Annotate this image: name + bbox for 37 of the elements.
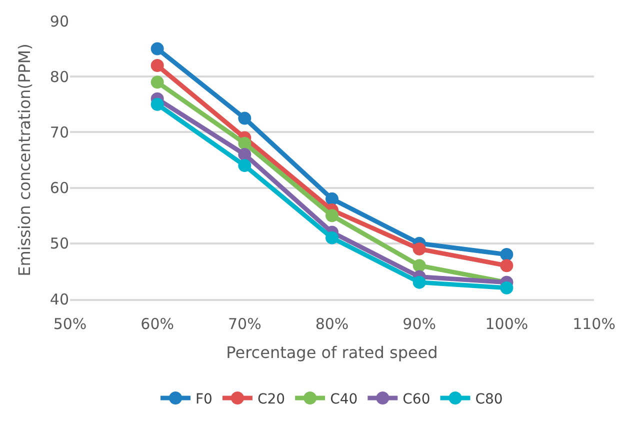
point bbox=[238, 159, 252, 172]
legend-label: C60 bbox=[402, 391, 430, 408]
y-axis-title: Emission concentration(PPM) bbox=[14, 44, 34, 276]
y-tick-label: 50 bbox=[50, 234, 69, 253]
x-tick-label: 80% bbox=[315, 314, 349, 333]
y-tick-label: 60 bbox=[50, 179, 69, 198]
y-tick-label: 80 bbox=[50, 68, 69, 86]
y-tick-label: 90 bbox=[50, 12, 69, 30]
point bbox=[500, 281, 514, 294]
x-tick-label: 60% bbox=[140, 314, 174, 333]
x-tick-label: 110% bbox=[572, 314, 616, 333]
legend-label: C20 bbox=[257, 391, 286, 408]
x-axis-title: Percentage of rated speed bbox=[226, 342, 438, 362]
legend-label: F0 bbox=[196, 391, 212, 408]
point bbox=[500, 248, 514, 262]
point bbox=[150, 58, 164, 72]
point bbox=[238, 136, 252, 150]
point bbox=[412, 259, 426, 272]
point bbox=[326, 231, 338, 244]
point bbox=[238, 112, 252, 125]
x-tick-label: 100% bbox=[485, 314, 528, 333]
point bbox=[238, 148, 252, 161]
x-tick-label: 70% bbox=[228, 314, 262, 333]
y-tick-label: 70 bbox=[50, 123, 69, 142]
point bbox=[326, 192, 338, 206]
legend-label: C80 bbox=[475, 391, 503, 408]
x-tick-label: 50% bbox=[53, 314, 87, 333]
point bbox=[150, 98, 164, 111]
point bbox=[150, 76, 164, 89]
legend-label: C40 bbox=[330, 391, 358, 408]
point bbox=[326, 209, 338, 222]
point bbox=[150, 42, 164, 56]
point bbox=[412, 276, 426, 289]
x-tick-label: 90% bbox=[402, 314, 436, 333]
y-tick-label: 40 bbox=[50, 290, 69, 308]
point bbox=[412, 242, 426, 256]
point bbox=[500, 259, 514, 272]
